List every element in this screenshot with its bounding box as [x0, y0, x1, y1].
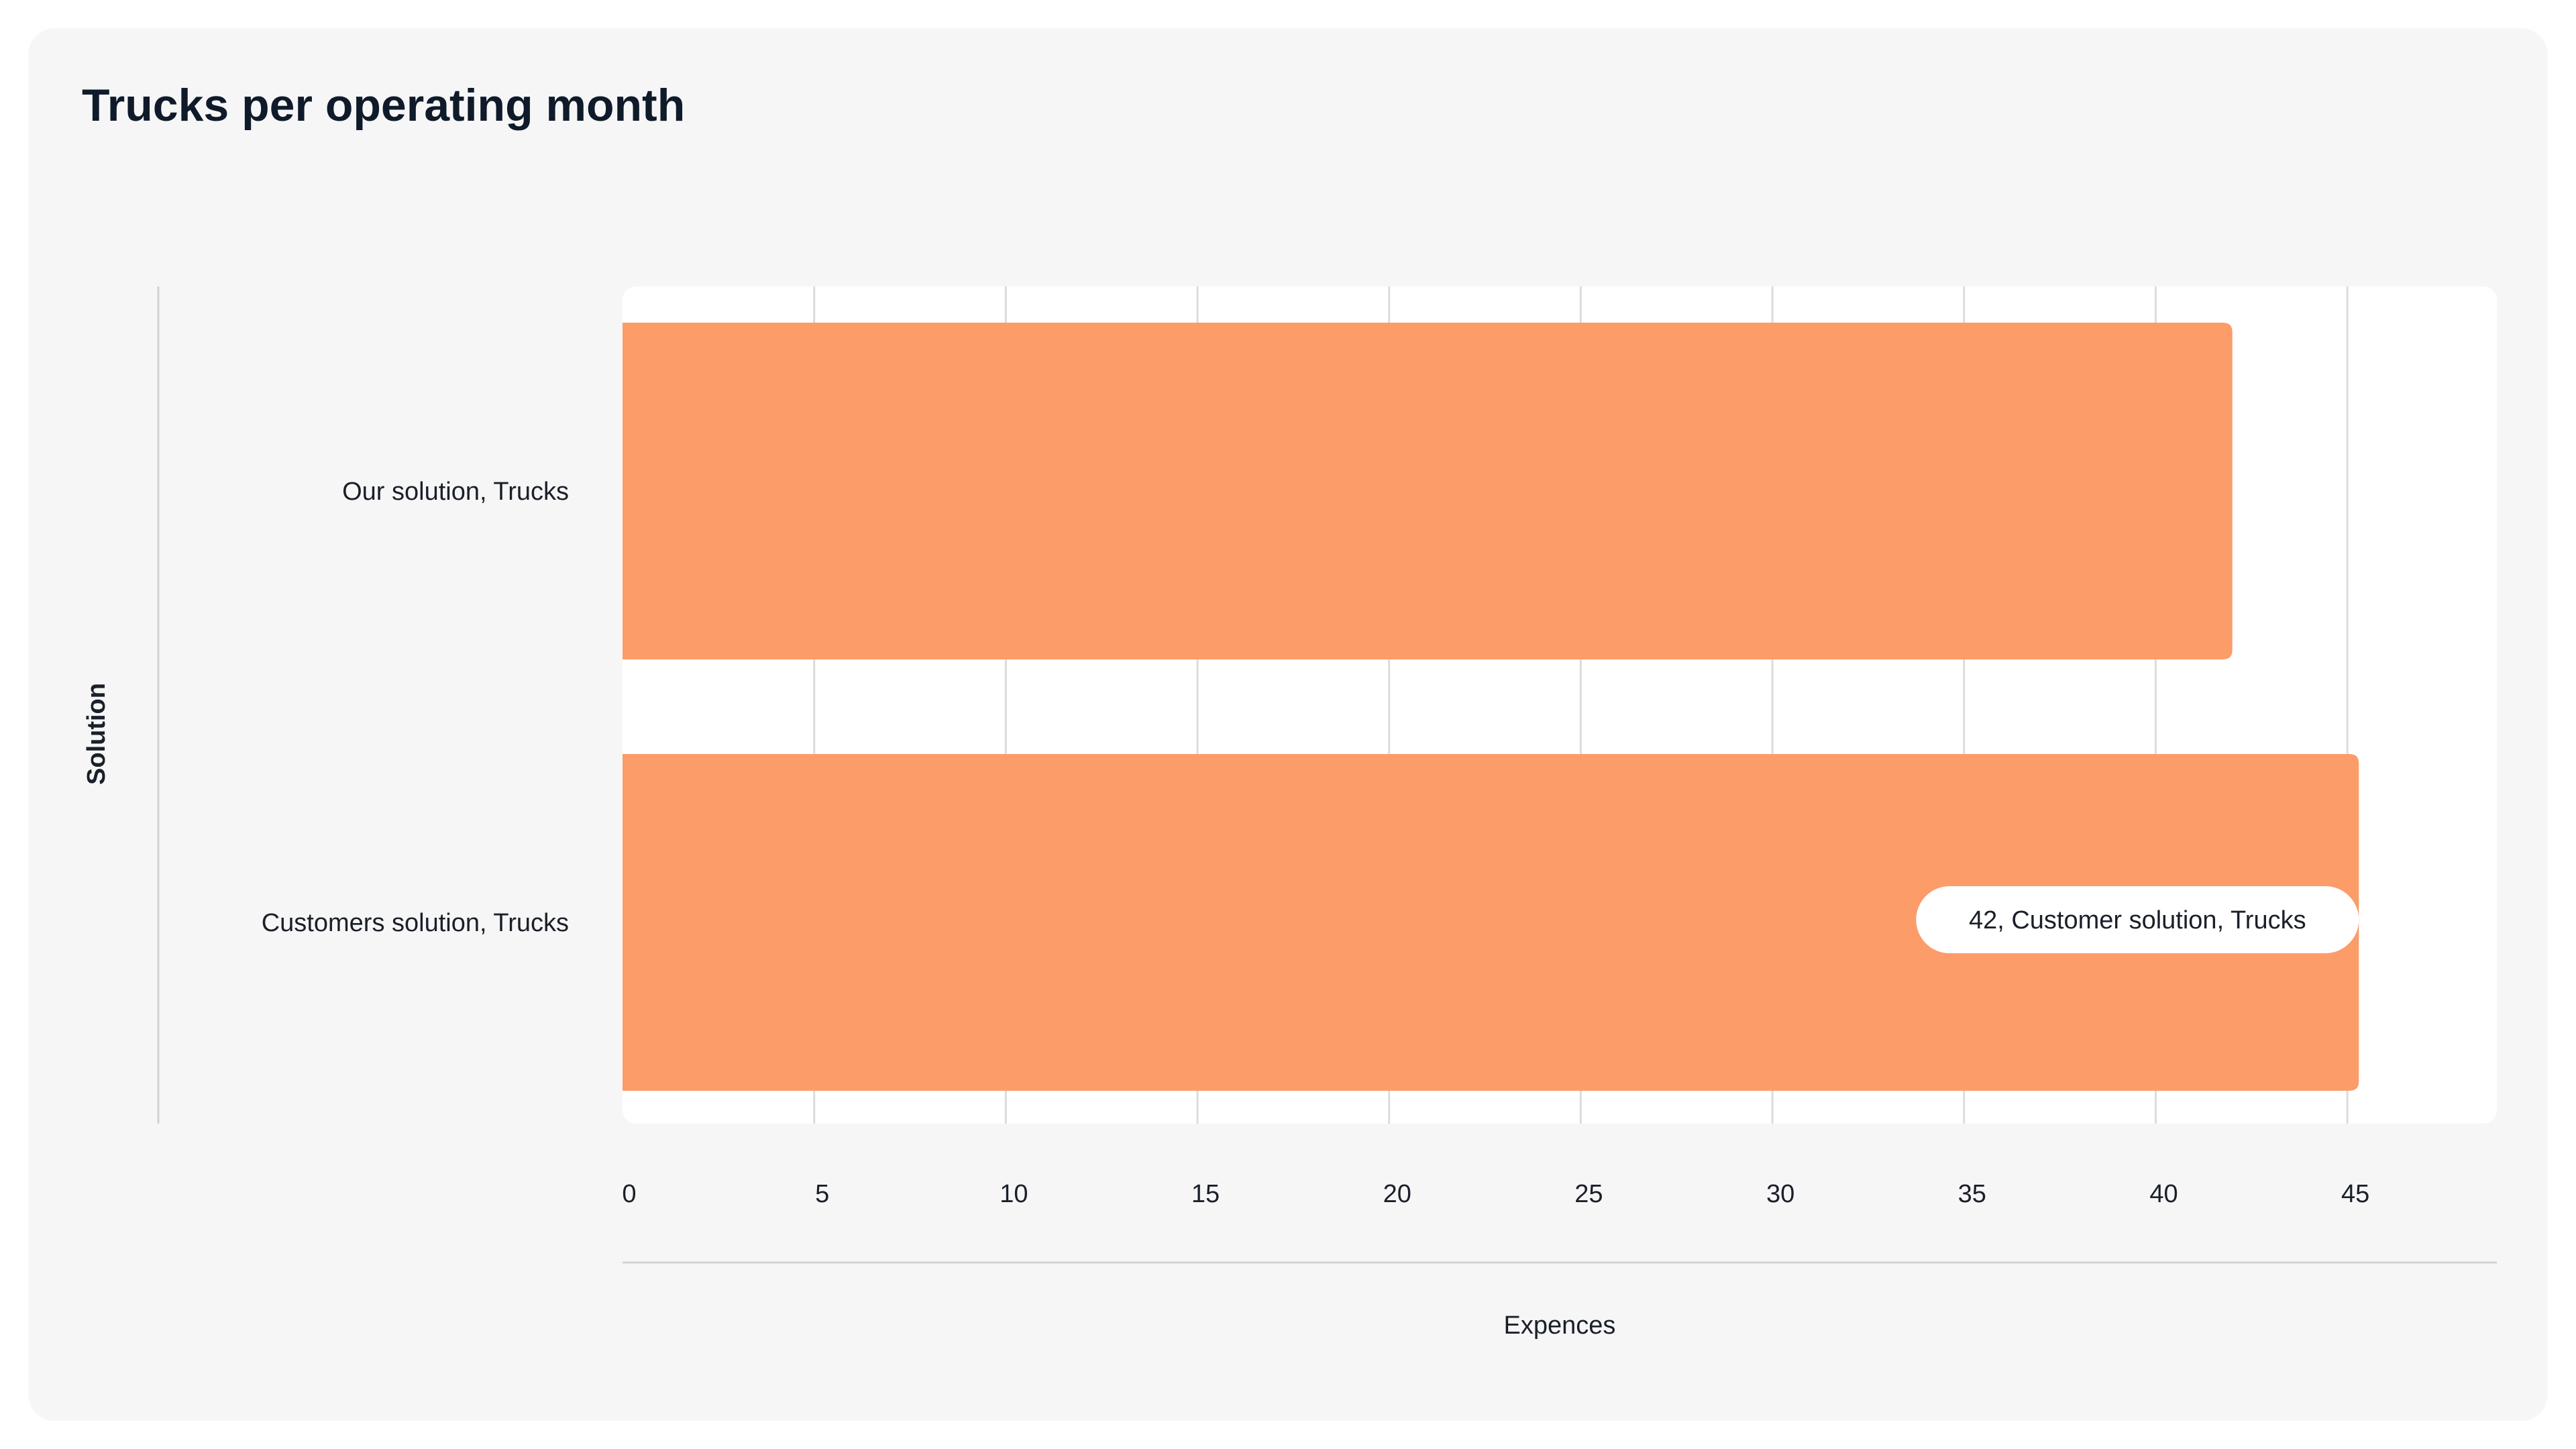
tooltip-text: 42, Customer solution, Trucks — [1969, 906, 2306, 934]
x-tick-labels: 0 5 10 15 20 25 30 35 40 45 — [622, 1180, 2369, 1208]
x-tick-label: 40 — [2149, 1180, 2178, 1208]
bar[interactable] — [623, 754, 2359, 1091]
x-axis-title: Expences — [1504, 1311, 1616, 1340]
x-tick-label: 10 — [1000, 1180, 1028, 1208]
chart-title: Trucks per operating month — [82, 80, 686, 131]
x-tick-label: 35 — [1958, 1180, 1986, 1208]
x-tick-label: 30 — [1766, 1180, 1794, 1208]
bar[interactable] — [623, 323, 2233, 659]
y-axis-title: Solution — [83, 683, 111, 785]
x-tick-label: 5 — [815, 1180, 829, 1208]
x-tick-label: 25 — [1574, 1180, 1603, 1208]
bars — [623, 323, 2359, 1091]
category-label: Customers solution, Trucks — [262, 909, 569, 937]
category-label: Our solution, Trucks — [342, 478, 569, 506]
x-tick-label: 20 — [1383, 1180, 1411, 1208]
x-tick-label: 0 — [622, 1180, 636, 1208]
category-labels: Our solution, Trucks Customers solution, … — [262, 478, 569, 937]
x-tick-label: 15 — [1191, 1180, 1220, 1208]
x-tick-label: 45 — [2341, 1180, 2369, 1208]
tooltip-box — [1916, 886, 2359, 953]
tooltip: 42, Customer solution, Trucks — [1916, 886, 2359, 953]
